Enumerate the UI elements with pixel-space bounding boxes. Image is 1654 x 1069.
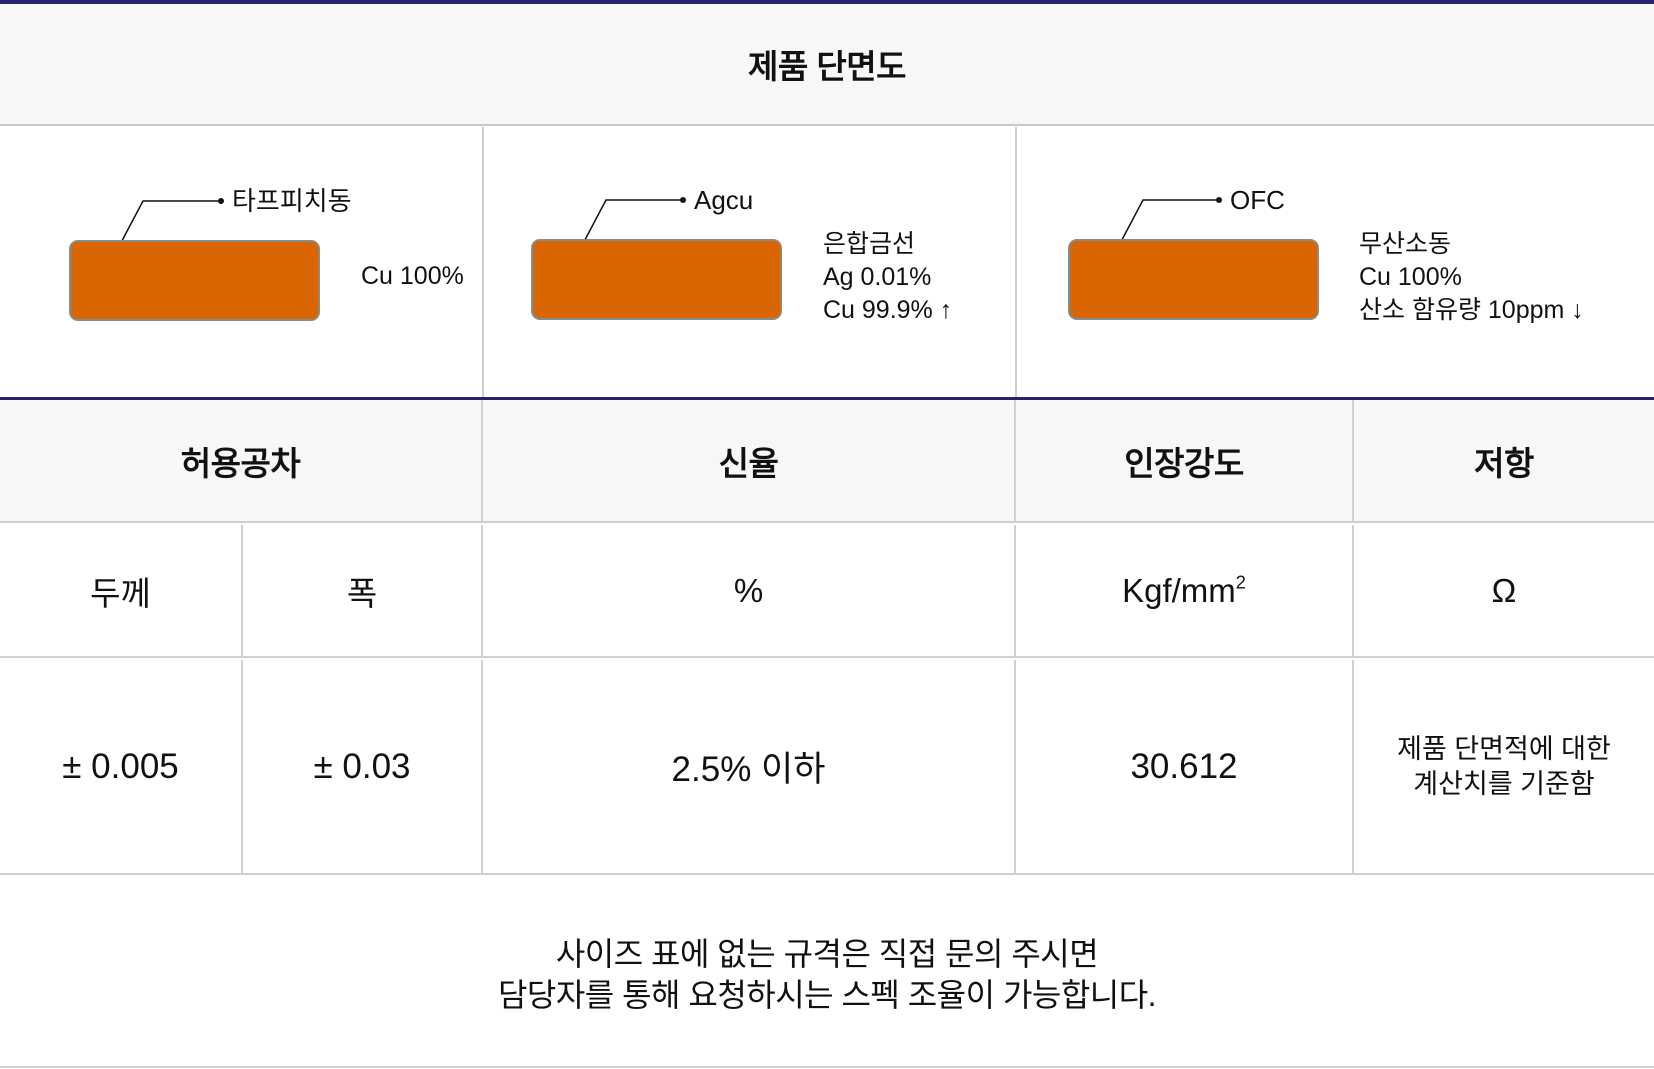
cross-section-row: 타프피치동 Cu 100% Agcu 은합금선 Ag 0.01% Cu 99.9… xyxy=(0,127,1654,397)
spec-table-units-row: 두께 폭 % Kgf/mm2 Ω xyxy=(0,525,1654,658)
value-tensile: 30.612 xyxy=(1016,660,1354,873)
unit-label: 두께 xyxy=(90,574,151,612)
unit-thickness: 두께 xyxy=(0,525,243,656)
unit-base: Kgf/mm xyxy=(1122,571,1236,609)
composition-line: 은합금선 xyxy=(823,230,916,258)
unit-exponent: 2 xyxy=(1235,571,1246,592)
spec-table-values-row: ± 0.005 ± 0.03 2.5% 이하 30.612 제품 단면적에 대한… xyxy=(0,660,1654,875)
value: ± 0.005 xyxy=(62,746,179,786)
value-resistance: 제품 단면적에 대한 계산치를 기준함 xyxy=(1354,660,1654,873)
footer-notice: 사이즈 표에 없는 규격은 직접 문의 주시면 담당자를 통해 요청하시는 스펙… xyxy=(0,877,1654,1068)
composition-line: 무산소동 xyxy=(1359,230,1452,258)
value-elongation: 2.5% 이하 xyxy=(483,660,1016,873)
unit-tensile: Kgf/mm2 xyxy=(1016,525,1354,656)
section-title-band: 제품 단면도 xyxy=(0,4,1654,126)
header-label: 인장강도 xyxy=(1124,444,1244,482)
value: 30.612 xyxy=(1130,746,1238,786)
callout-label: Agcu xyxy=(694,185,754,215)
header-resistance: 저항 xyxy=(1354,400,1654,521)
header-elongation: 신율 xyxy=(483,400,1016,521)
resistance-note-line: 제품 단면적에 대한 xyxy=(1397,733,1611,764)
unit-label: 폭 xyxy=(346,574,378,612)
composition-text: 은합금선 Ag 0.01% Cu 99.9% ↑ xyxy=(823,228,952,327)
composition-line: Cu 100% xyxy=(361,262,464,290)
composition-line: 산소 함유량 10ppm ↓ xyxy=(1359,296,1584,324)
spec-table-header-row: 허용공차 신율 인장강도 저항 xyxy=(0,400,1654,523)
wire-cross-section-agcu xyxy=(531,239,782,320)
composition-text: Cu 100% xyxy=(361,260,464,293)
header-tolerance: 허용공차 xyxy=(0,400,483,521)
page-title: 제품 단면도 xyxy=(748,48,906,85)
wire-cross-section-tough-pitch xyxy=(69,240,320,321)
header-label: 신율 xyxy=(718,444,779,482)
value-width: ± 0.03 xyxy=(243,660,483,873)
composition-line: Cu 100% xyxy=(1359,263,1462,291)
section-divider-navy xyxy=(0,397,1654,400)
callout-label: 타프피치동 xyxy=(232,186,352,216)
divider xyxy=(482,127,484,397)
divider xyxy=(1015,127,1017,397)
unit-width: 폭 xyxy=(243,525,483,656)
composition-text: 무산소동 Cu 100% 산소 함유량 10ppm ↓ xyxy=(1359,228,1584,327)
callout-label: OFC xyxy=(1230,185,1285,215)
top-accent-bar xyxy=(0,0,1654,4)
footer-line: 사이즈 표에 없는 규격은 직접 문의 주시면 xyxy=(555,935,1099,972)
header-label: 허용공차 xyxy=(180,444,301,482)
value-thickness: ± 0.005 xyxy=(0,660,243,873)
value: 2.5% 이하 xyxy=(671,750,826,789)
unit-label: Kgf/mm2 xyxy=(1122,572,1246,610)
footer-line: 담당자를 통해 요청하시는 스펙 조율이 가능합니다. xyxy=(497,976,1157,1013)
wire-cross-section-ofc xyxy=(1068,239,1319,320)
unit-resistance: Ω xyxy=(1354,525,1654,656)
header-label: 저항 xyxy=(1474,444,1534,482)
composition-line: Cu 99.9% ↑ xyxy=(823,296,953,324)
value: ± 0.03 xyxy=(313,746,411,786)
unit-label: Ω xyxy=(1491,571,1517,609)
composition-line: Ag 0.01% xyxy=(823,263,932,291)
unit-elongation: % xyxy=(483,525,1016,656)
unit-label: % xyxy=(733,571,764,609)
leader-lines xyxy=(114,197,1222,255)
resistance-note-line: 계산치를 기준함 xyxy=(1413,768,1595,799)
header-tensile-strength: 인장강도 xyxy=(1016,400,1354,521)
